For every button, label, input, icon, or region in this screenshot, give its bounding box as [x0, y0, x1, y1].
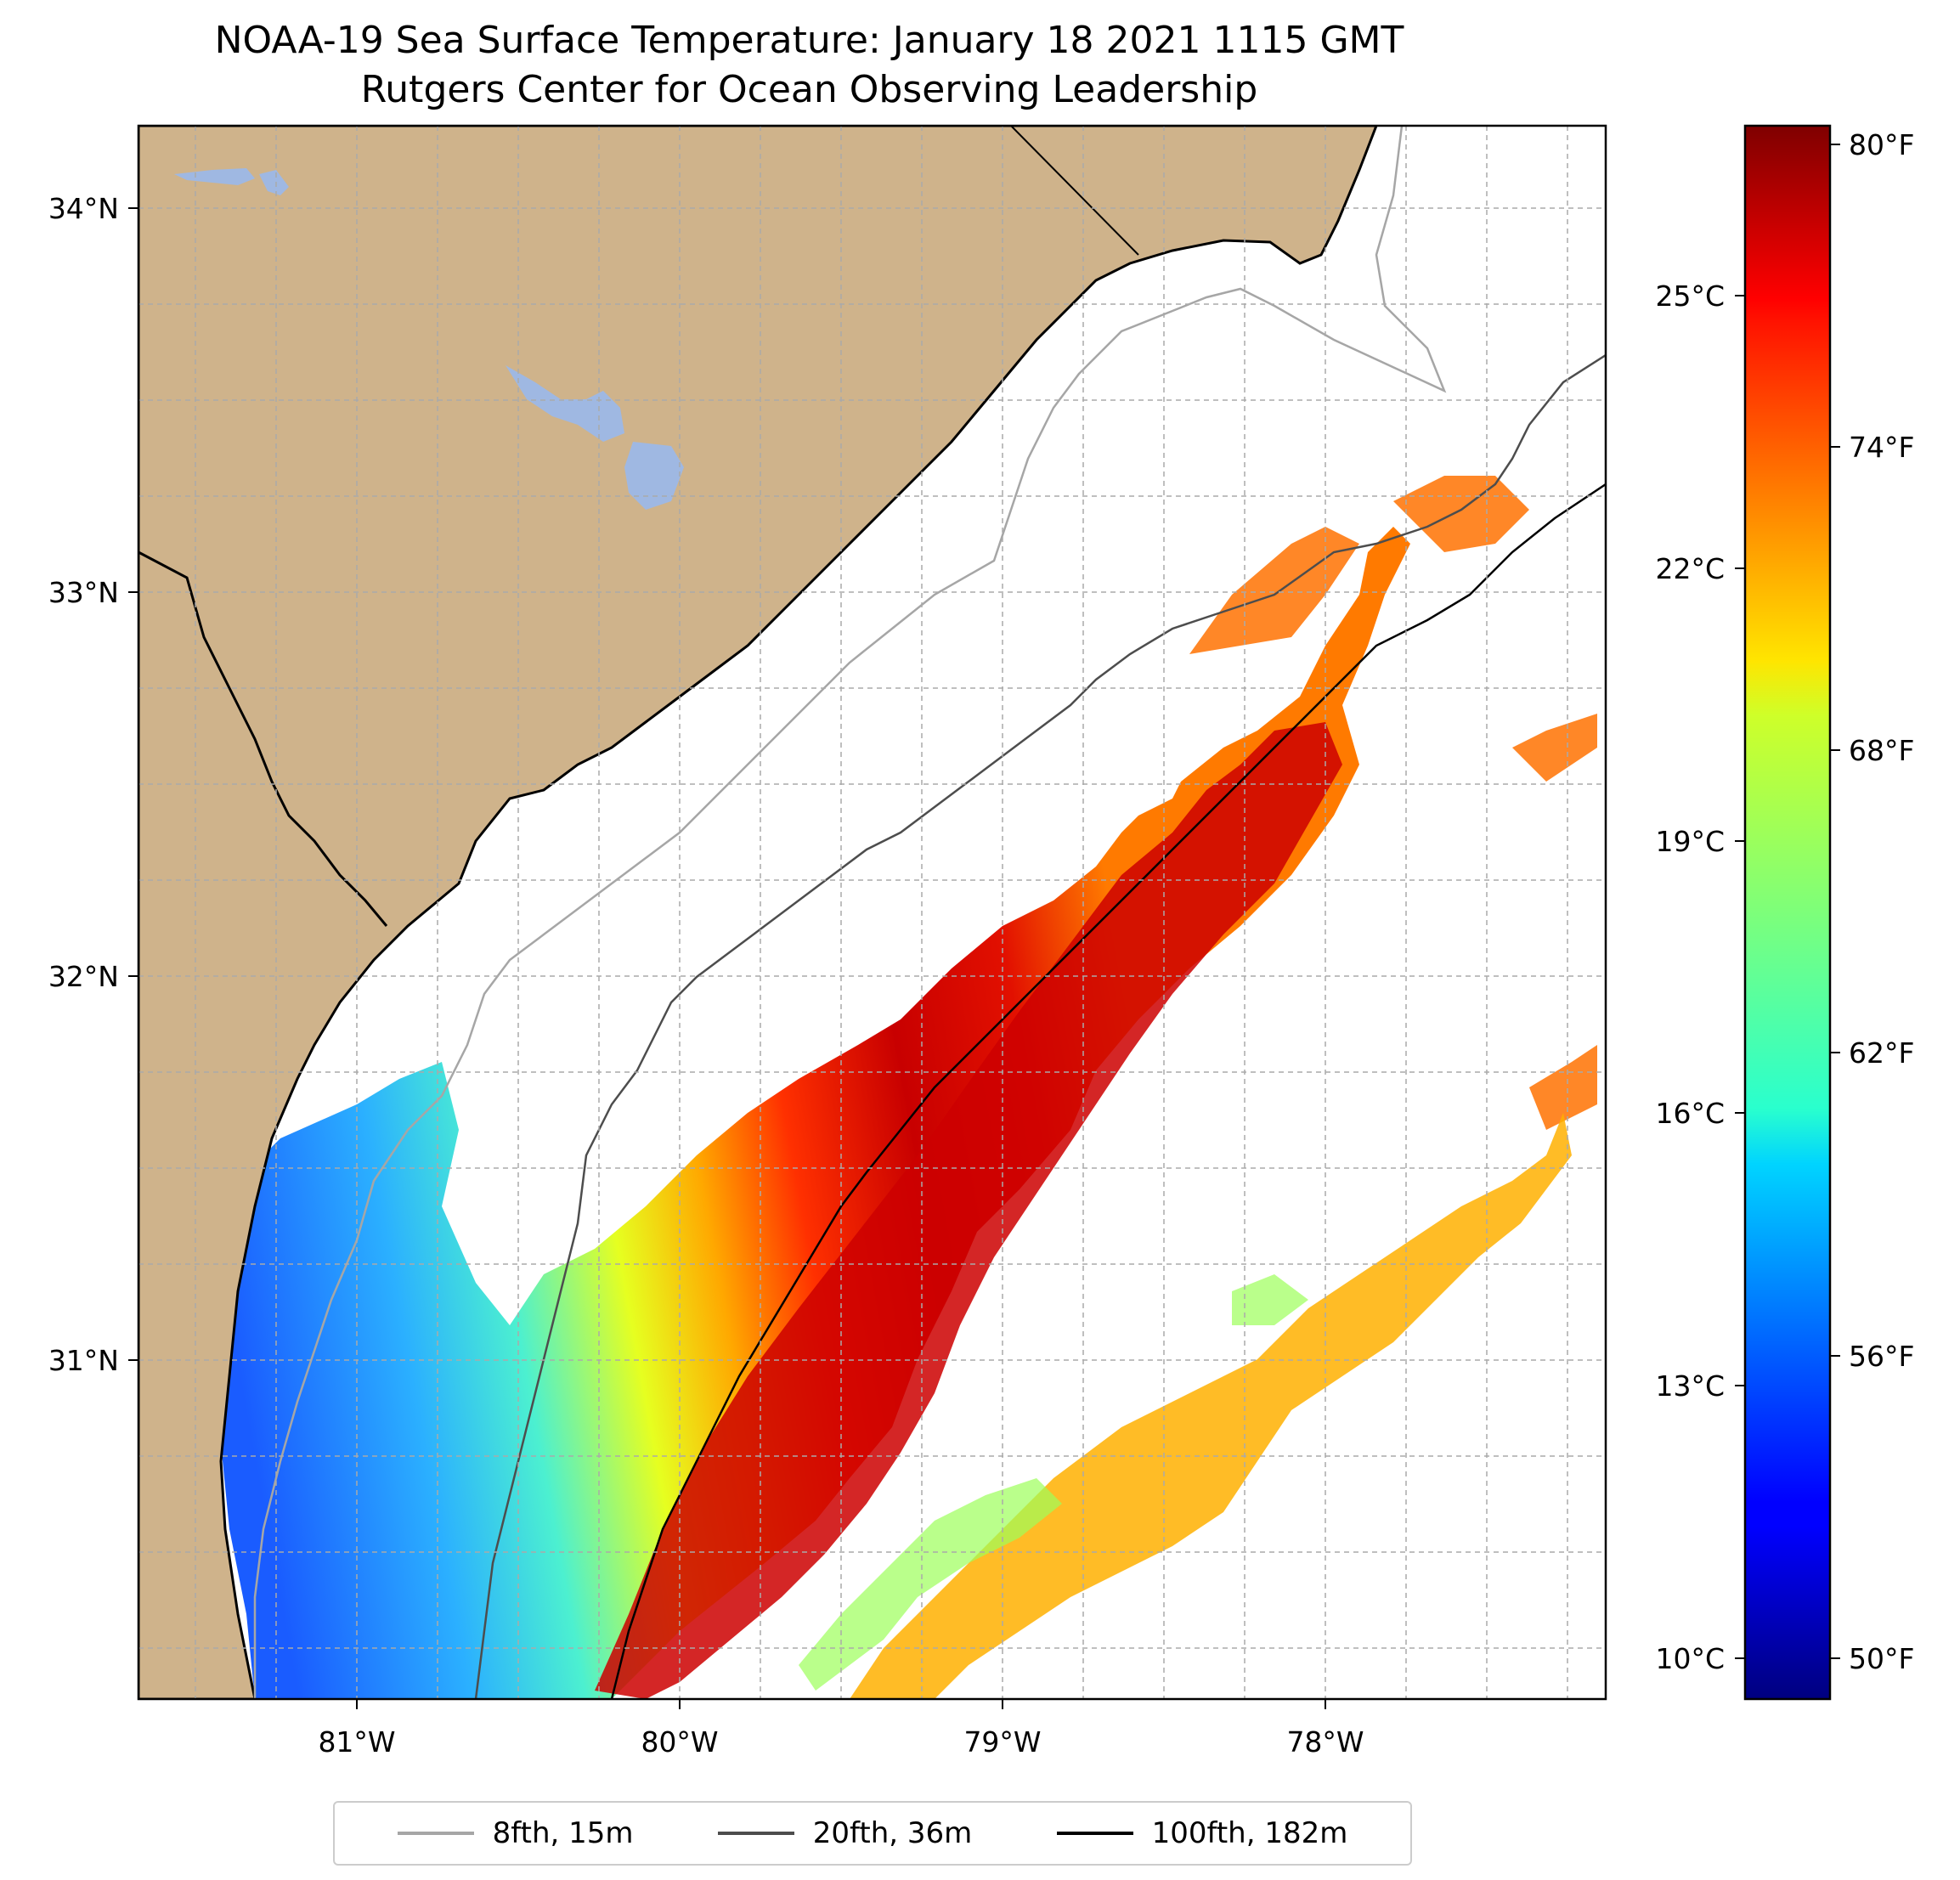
lat-label-32n: 32°N — [48, 960, 119, 993]
lon-label-78w: 78°W — [1286, 1725, 1364, 1759]
colorbar-label-50f: 50°F — [1849, 1642, 1914, 1675]
isobath-36m — [474, 353, 1606, 1699]
sst-data-mix-green — [799, 1274, 1308, 1691]
legend-swatch-8fth — [397, 1832, 474, 1835]
lon-label-81w: 81°W — [318, 1725, 395, 1759]
isobath-182m — [610, 483, 1606, 1699]
legend-label-8fth: 8fth, 15m — [492, 1816, 634, 1850]
legend-item-100fth: 100fth, 182m — [1056, 1816, 1348, 1850]
colorbar-label-68f: 68°F — [1849, 734, 1914, 767]
colorbar-label-74f: 74°F — [1849, 431, 1914, 464]
legend-item-20fth: 20fth, 36m — [717, 1816, 973, 1850]
colorbar — [1743, 124, 1832, 1701]
colorbar-label-25c: 25°C — [1655, 279, 1725, 313]
colorbar-celsius-ticks — [1735, 295, 1745, 1659]
colorbar-label-19c: 19°C — [1655, 825, 1725, 858]
sst-data-nearshore — [204, 527, 1410, 1699]
isobath-legend: 8fth, 15m 20fth, 36m 100fth, 182m — [333, 1801, 1412, 1866]
legend-swatch-100fth — [1056, 1832, 1133, 1835]
chart-title: NOAA-19 Sea Surface Temperature: January… — [214, 19, 1404, 62]
colorbar-label-13c: 13°C — [1655, 1369, 1725, 1403]
lat-label-31n: 31°N — [48, 1344, 119, 1377]
colorbar-label-16c: 16°C — [1655, 1097, 1725, 1130]
lake-marion — [506, 365, 624, 442]
lat-gridlines — [138, 207, 1606, 1649]
lake-north — [174, 168, 289, 195]
colorbar-label-62f: 62°F — [1849, 1036, 1914, 1070]
state-border — [1010, 126, 1139, 256]
legend-label-100fth: 100fth, 182m — [1151, 1816, 1348, 1850]
chart-subtitle: Rutgers Center for Ocean Observing Leade… — [360, 68, 1258, 111]
state-border-sc-ga — [138, 550, 388, 927]
map-frame — [137, 124, 1607, 1701]
colorbar-label-56f: 56°F — [1849, 1340, 1914, 1373]
colorbar-fahrenheit-ticks — [1830, 144, 1840, 1659]
legend-label-20fth: 20fth, 36m — [812, 1816, 973, 1850]
colorbar-label-80f: 80°F — [1849, 128, 1914, 161]
lon-label-80w: 80°W — [641, 1725, 718, 1759]
lat-label-33n: 33°N — [48, 576, 119, 609]
lat-label-34n: 34°N — [48, 192, 119, 225]
lake-moultrie — [624, 442, 684, 510]
lat-ticks — [128, 207, 138, 1361]
colorbar-label-22c: 22°C — [1655, 552, 1725, 585]
lon-gridlines — [195, 126, 1568, 1699]
lon-ticks — [356, 1699, 1326, 1709]
sst-data-gulfstream-core — [595, 722, 1342, 1699]
legend-item-8fth: 8fth, 15m — [397, 1816, 634, 1850]
lon-label-79w: 79°W — [963, 1725, 1041, 1759]
legend-swatch-20fth — [717, 1832, 794, 1835]
colorbar-label-10c: 10°C — [1655, 1642, 1725, 1675]
